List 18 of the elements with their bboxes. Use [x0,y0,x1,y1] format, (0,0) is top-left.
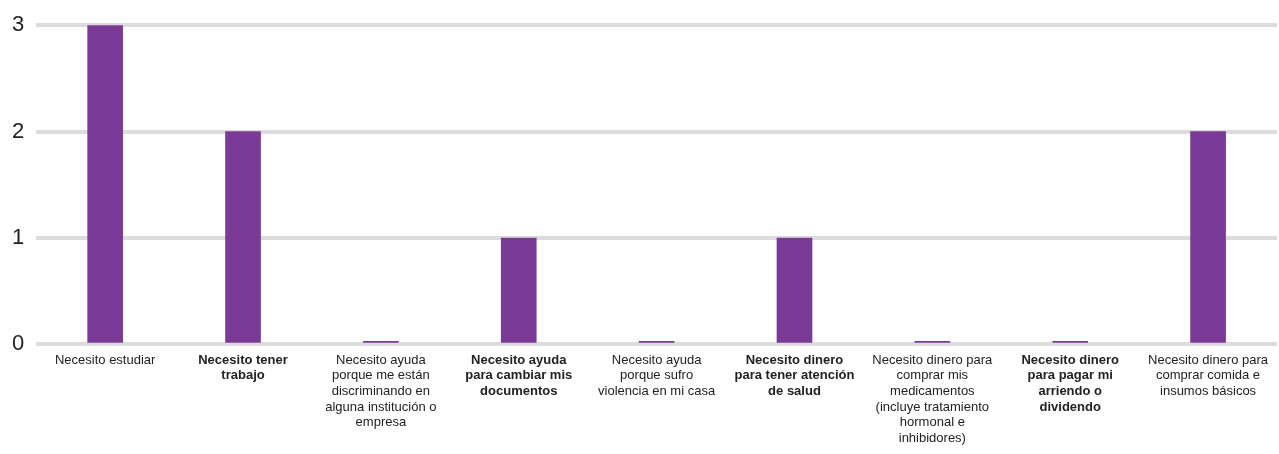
y-tick-label: 0 [11,330,25,356]
bar [87,25,123,343]
x-tick-label: Necesito dinero para pagar mi arriendo o dividendo [1021,351,1120,414]
x-tick-label: Necesito dinero para comprar mis medicamentos (incluye tratamiento hormonal e inhibidores) [872,351,994,445]
bar [500,237,537,343]
y-tick-label: 3 [11,11,25,37]
x-tick-label: Necesito ayuda porque me están discriminando en alguna institución o empresa [325,351,437,430]
x-tick-label: Necesito dinero para tener atención de salud [734,351,855,398]
bar [776,237,813,343]
bar [225,131,261,343]
y-tick-label: 2 [11,117,25,143]
y-tick-label: 1 [11,224,25,250]
x-tick-label: Necesito tener trabajo [198,351,288,383]
bar [1190,131,1226,343]
x-tick-label: Necesito estudiar [54,351,157,367]
x-tick-label: Necesito ayuda para cambiar mis documentos [465,351,573,398]
x-tick-label: Necesito ayuda porque sufro violencia en mi casa [598,351,716,398]
x-tick-label: Necesito dinero para comprar comida e insumos básicos [1148,351,1269,398]
